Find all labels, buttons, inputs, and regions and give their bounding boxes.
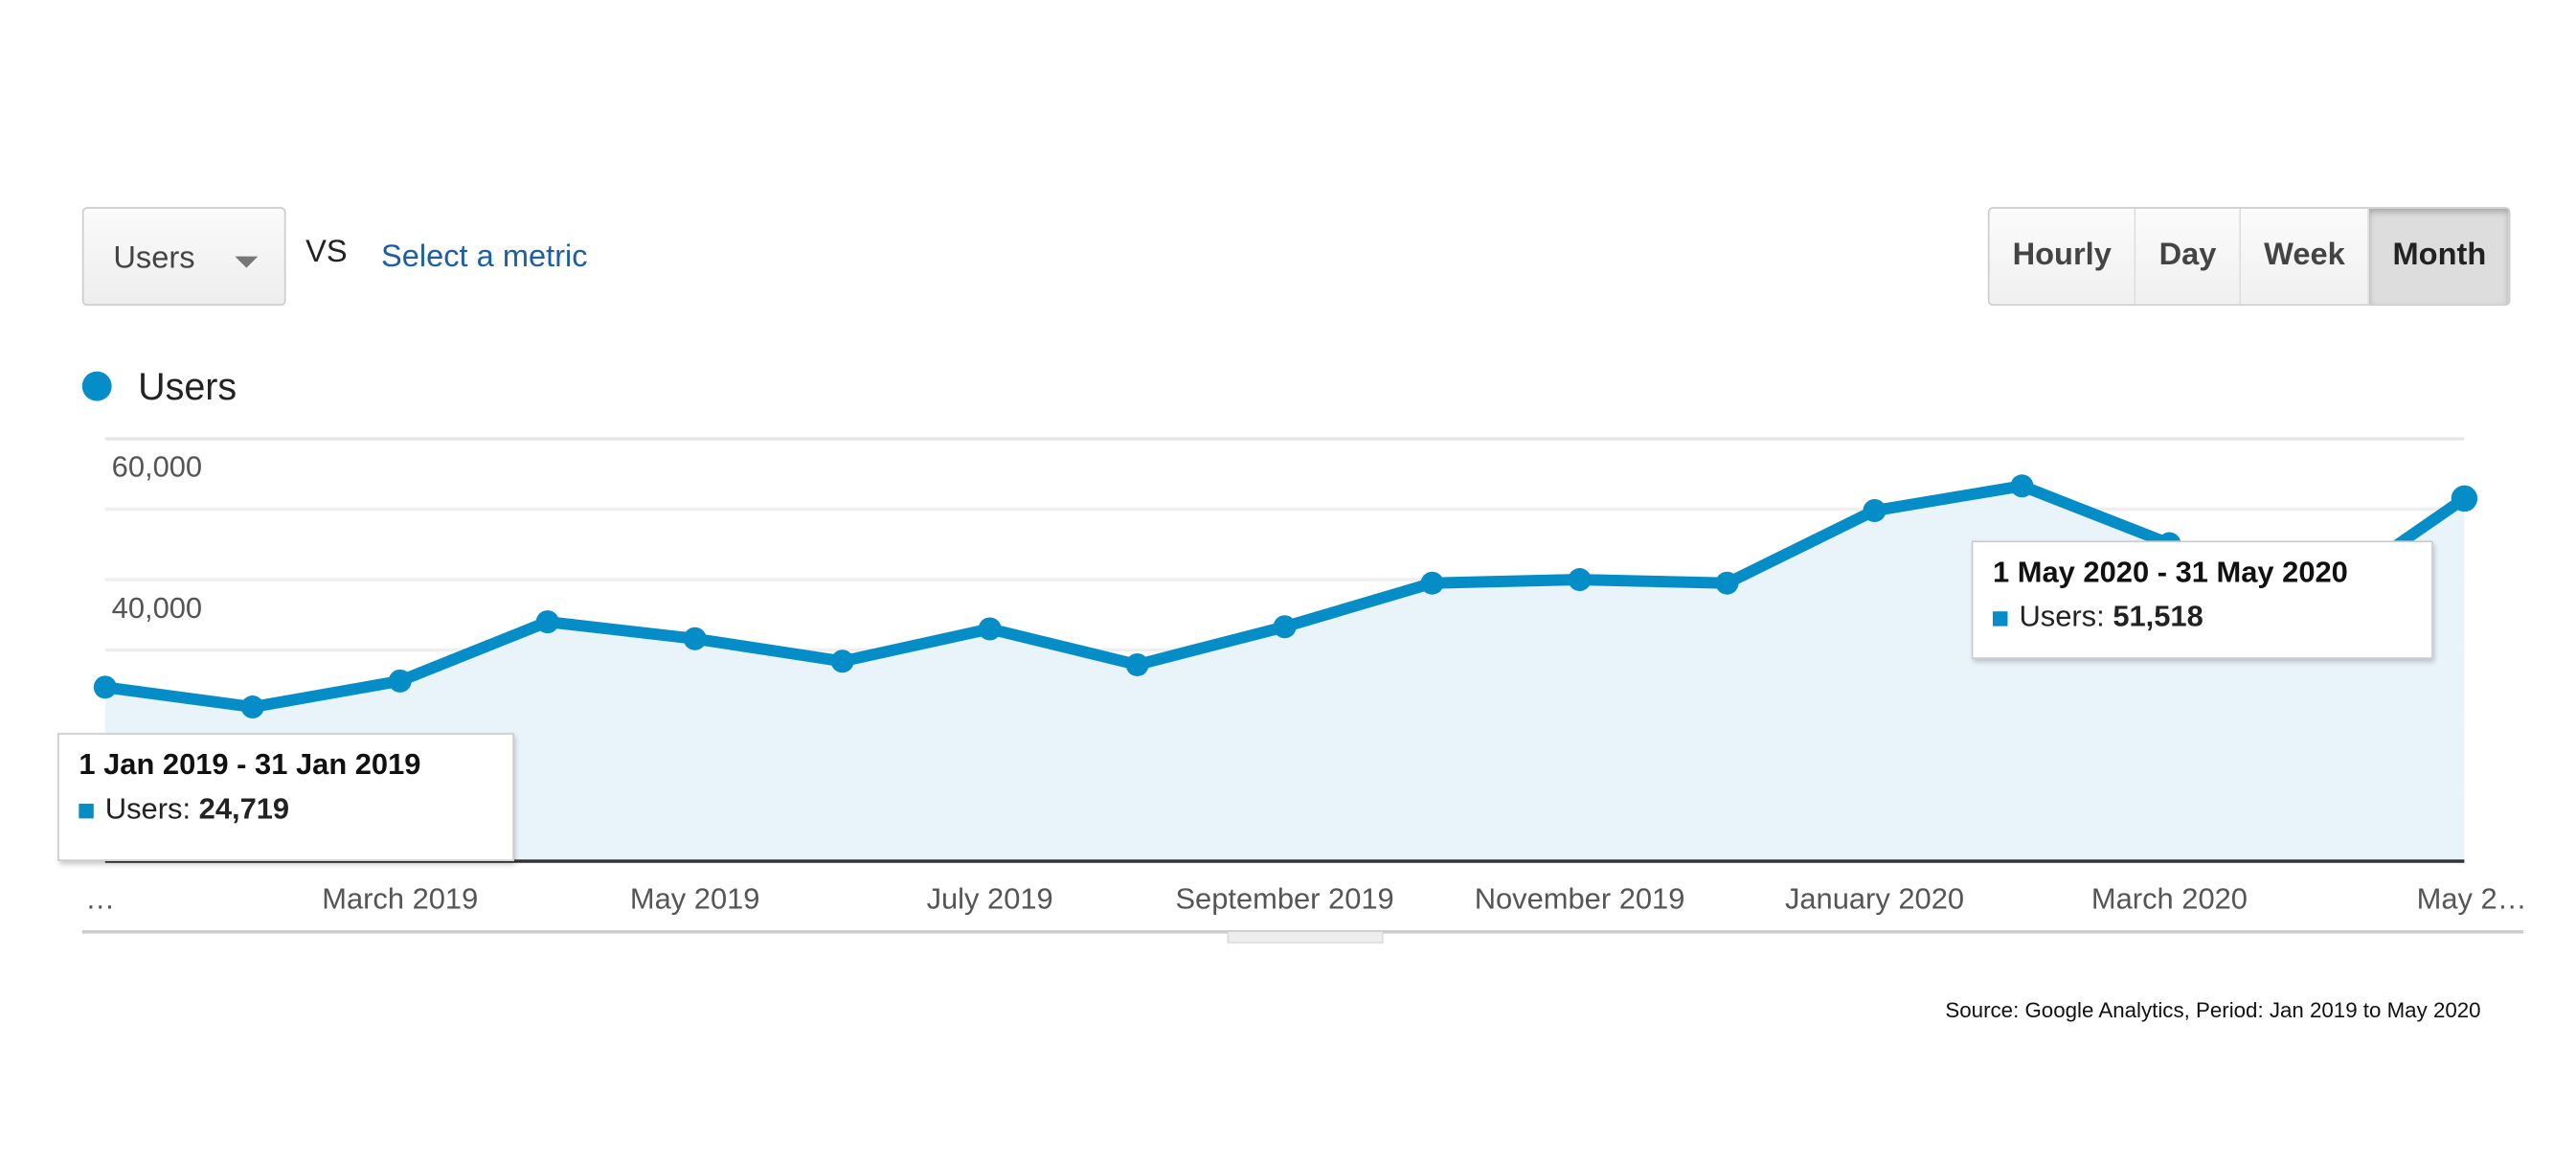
x-tick-label: May 2019 xyxy=(630,882,760,916)
x-tick-label: … xyxy=(85,882,115,916)
select-metric-link[interactable]: Select a metric xyxy=(381,239,588,275)
metric-dropdown[interactable]: Users xyxy=(81,207,286,307)
data-point[interactable] xyxy=(2010,474,2034,498)
week-button[interactable]: Week xyxy=(2241,208,2370,305)
tooltip-title: 1 Jan 2019 - 31 Jan 2019 xyxy=(79,747,421,781)
day-button[interactable]: Day xyxy=(2135,208,2242,305)
legend-label: Users xyxy=(138,364,237,408)
series-square-icon xyxy=(79,803,94,819)
x-tick-label: November 2019 xyxy=(1475,882,1685,916)
data-point[interactable] xyxy=(1715,571,1739,595)
data-point[interactable] xyxy=(1420,571,1444,595)
data-point[interactable] xyxy=(683,627,707,650)
data-point[interactable] xyxy=(978,617,1002,641)
y-tick-label: 60,000 xyxy=(112,450,202,484)
series-square-icon xyxy=(1993,611,2008,627)
tooltip-value: 51,518 xyxy=(2113,600,2203,633)
data-point[interactable] xyxy=(93,675,117,699)
tooltip-label: Users: xyxy=(104,791,192,826)
data-point[interactable] xyxy=(1863,499,1887,523)
vs-label: VS xyxy=(305,235,348,270)
granularity-toggle: Hourly Day Week Month xyxy=(1987,207,2511,307)
tooltip-jan-2019: 1 Jan 2019 - 31 Jan 2019 Users: 24,719 xyxy=(57,733,514,861)
metric-dropdown-label: Users xyxy=(113,241,195,277)
chevron-down-icon xyxy=(235,256,259,268)
tooltip-title: 1 May 2020 - 31 May 2020 xyxy=(1993,555,2348,589)
data-point[interactable] xyxy=(1568,568,1592,592)
data-point[interactable] xyxy=(388,669,412,693)
data-point[interactable] xyxy=(830,649,854,673)
tooltip-label: Users: xyxy=(2019,600,2105,633)
data-point[interactable] xyxy=(240,695,264,719)
tooltip-may-2020: 1 May 2020 - 31 May 2020 Users: 51,518 xyxy=(1971,540,2433,659)
data-point[interactable] xyxy=(1125,652,1149,676)
source-note: Source: Google Analytics, Period: Jan 20… xyxy=(1945,997,2481,1023)
y-tick-label: 40,000 xyxy=(112,591,202,625)
data-point[interactable] xyxy=(2451,485,2478,513)
tooltip-value: 24,719 xyxy=(198,791,290,826)
month-button[interactable]: Month xyxy=(2369,208,2510,305)
x-tick-label: July 2019 xyxy=(927,882,1053,916)
legend-dot-icon xyxy=(81,371,112,401)
scroll-handle[interactable] xyxy=(1227,931,1384,944)
x-tick-label: January 2020 xyxy=(1785,882,1964,916)
x-tick-label: May 2… xyxy=(2417,882,2527,916)
data-point[interactable] xyxy=(535,610,559,634)
x-tick-label: September 2019 xyxy=(1175,882,1393,916)
x-tick-label: March 2019 xyxy=(322,882,478,916)
area-fill xyxy=(104,486,2465,861)
hourly-button[interactable]: Hourly xyxy=(1989,208,2136,305)
data-point[interactable] xyxy=(1273,615,1297,639)
x-tick-label: March 2020 xyxy=(2091,882,2248,916)
